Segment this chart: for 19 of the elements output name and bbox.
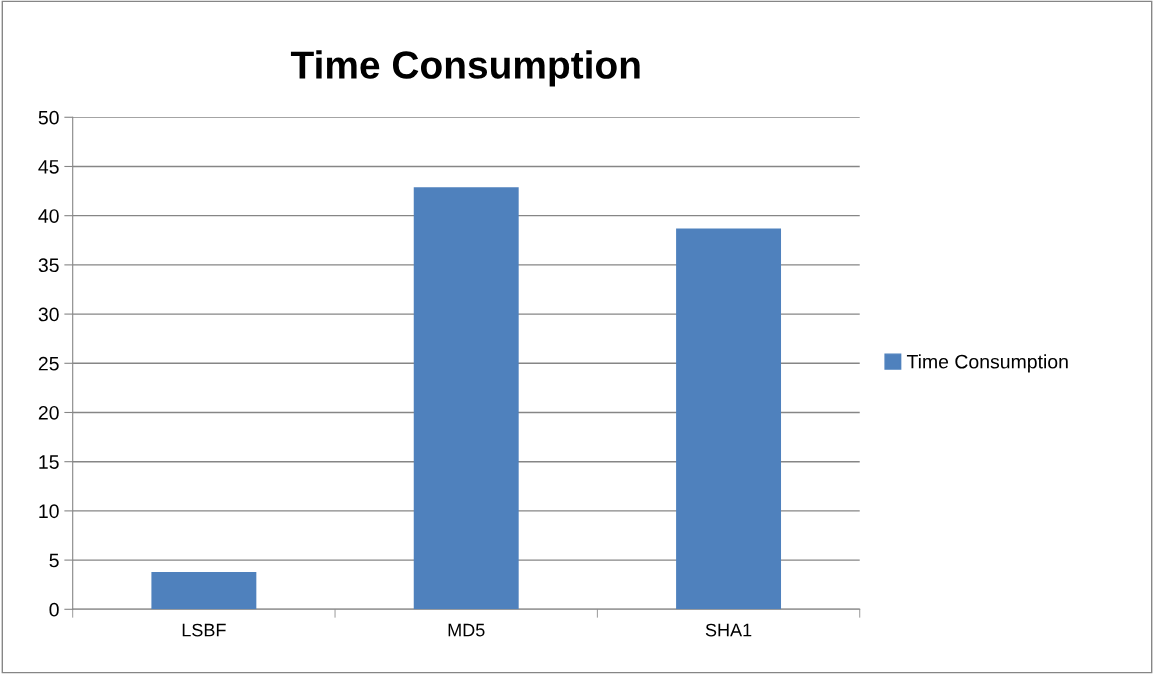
bar [413, 187, 519, 610]
y-tick-label: 45 [38, 160, 59, 174]
y-tick-label: 20 [38, 405, 59, 420]
x-tick-label: LSBF [182, 623, 226, 637]
y-tick-label: 15 [39, 455, 59, 469]
y-tick-label: 50 [38, 110, 59, 125]
x-tick-label: MD5 [448, 623, 485, 637]
bar [676, 228, 782, 610]
y-tick-label: 40 [38, 209, 59, 223]
x-tick-label: SHA1 [705, 623, 752, 637]
y-tick-label: 25 [38, 356, 59, 371]
y-tick-label: 10 [39, 504, 59, 519]
y-tick-label: 0 [49, 602, 59, 617]
y-tick-label: 5 [49, 553, 59, 568]
legend-label: Time Consumption [906, 354, 1068, 373]
y-tick-label: 35 [38, 258, 59, 273]
chart-title: Time Consumption [290, 50, 640, 87]
bar [151, 571, 257, 610]
y-tick-label: 30 [38, 307, 59, 322]
